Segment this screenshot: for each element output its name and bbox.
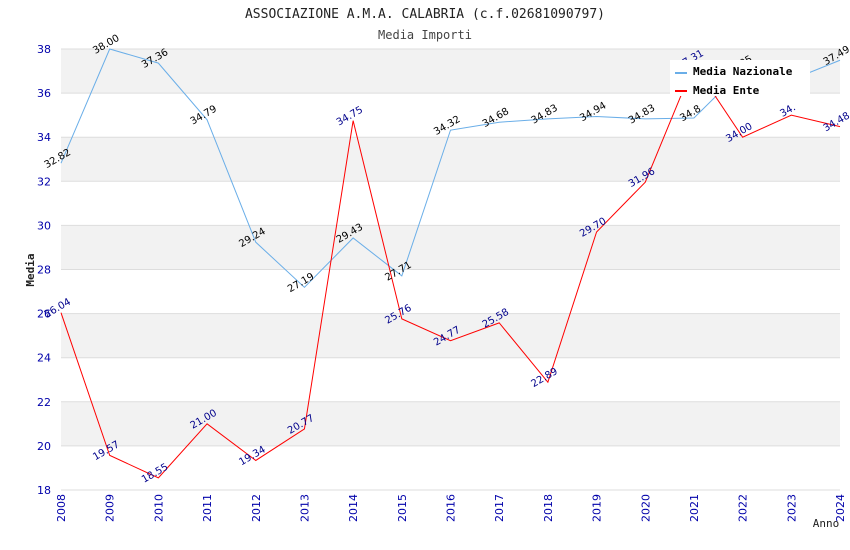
y-tick-label: 18 (37, 484, 51, 497)
legend-label-nazionale: Media Nazionale (693, 65, 793, 78)
x-tick-label: 2009 (104, 494, 117, 522)
data-label: 22.89 (529, 366, 559, 390)
data-label: 34.48 (822, 111, 850, 135)
y-tick-labels: 18 20 22 24 26 28 30 32 34 36 38 (37, 43, 51, 497)
x-tick-label: 2013 (298, 494, 311, 522)
chart-title: ASSOCIAZIONE A.M.A. CALABRIA (c.f.026810… (245, 7, 605, 22)
x-tick-label: 2020 (639, 494, 652, 522)
data-label: 34.32 (432, 114, 462, 138)
y-tick-label: 20 (37, 440, 51, 453)
data-label: 34.79 (189, 104, 219, 128)
x-tick-label: 2019 (591, 494, 604, 522)
x-tick-label: 2021 (688, 494, 701, 522)
x-tick-label: 2010 (152, 494, 165, 522)
data-label: 34.83 (529, 103, 559, 127)
plot-band (61, 401, 840, 446)
x-tick-label: 2023 (785, 494, 798, 522)
plot-band (61, 313, 840, 358)
y-tick-label: 26 (37, 308, 51, 321)
x-tick-label: 2012 (250, 494, 263, 522)
data-label: 34. (778, 102, 797, 119)
y-tick-label: 24 (37, 352, 51, 365)
y-tick-label: 32 (37, 175, 51, 188)
series-line-media-nazionale (60, 48, 841, 289)
data-label: 34.83 (627, 103, 657, 127)
y-tick-label: 28 (37, 264, 51, 277)
data-label: 34.75 (335, 105, 365, 129)
x-tick-label: 2017 (493, 494, 506, 522)
legend-label-ente: Media Ente (693, 84, 760, 97)
legend: Media Nazionale Media Ente (670, 60, 810, 97)
x-tick-label: 2008 (55, 494, 68, 522)
chart-subtitle: Media Importi (378, 28, 472, 42)
x-tick-labels: 2008 2009 2010 2011 2012 2013 2014 2015 2016 2017… (55, 494, 847, 522)
x-tick-label: 2018 (542, 494, 555, 522)
x-tick-label: 2024 (834, 494, 847, 522)
legend-box (670, 60, 810, 96)
data-label: 34.94 (578, 100, 608, 124)
y-tick-label: 38 (37, 43, 51, 56)
plot-band (61, 137, 840, 182)
y-tick-label: 36 (37, 87, 51, 100)
y-tick-label: 34 (37, 131, 51, 144)
x-tick-label: 2022 (737, 494, 750, 522)
plot-bands (61, 49, 840, 446)
data-label: 18.55 (140, 462, 170, 486)
data-label: 34.68 (481, 106, 511, 130)
y-tick-label: 22 (37, 396, 51, 409)
grid-lines (61, 48, 840, 491)
x-tick-label: 2016 (445, 494, 458, 522)
y-tick-label: 30 (37, 219, 51, 232)
data-label: 19.34 (237, 444, 267, 468)
plot-band (61, 225, 840, 270)
data-label: 34.8 (678, 104, 703, 125)
x-tick-label: 2011 (201, 494, 214, 522)
x-axis-label: Anno (813, 517, 840, 530)
x-tick-label: 2015 (396, 494, 409, 522)
x-tick-label: 2014 (347, 494, 360, 522)
y-axis-label: Media (24, 253, 37, 286)
